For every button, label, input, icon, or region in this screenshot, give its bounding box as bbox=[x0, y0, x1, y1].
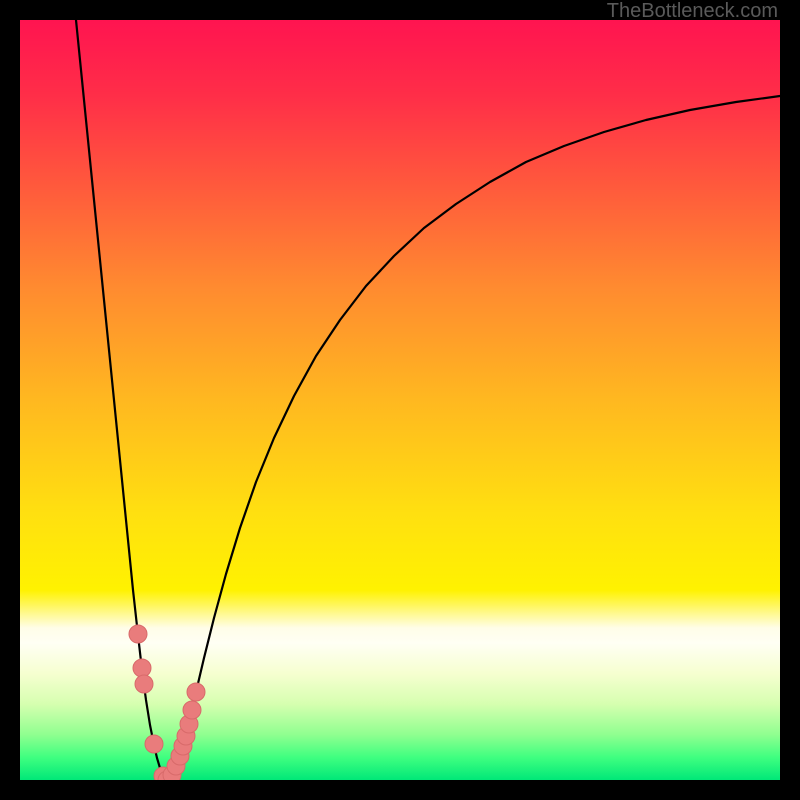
chart-frame: TheBottleneck.com bbox=[0, 0, 800, 800]
curve-layer bbox=[20, 20, 780, 780]
data-marker bbox=[183, 701, 201, 719]
data-marker bbox=[129, 625, 147, 643]
curve-left-branch bbox=[76, 20, 168, 780]
curve-right-branch bbox=[168, 96, 780, 780]
source-watermark: TheBottleneck.com bbox=[607, 0, 778, 23]
data-marker bbox=[133, 659, 151, 677]
data-marker bbox=[187, 683, 205, 701]
plot-area bbox=[20, 20, 780, 780]
data-marker bbox=[135, 675, 153, 693]
data-marker bbox=[145, 735, 163, 753]
